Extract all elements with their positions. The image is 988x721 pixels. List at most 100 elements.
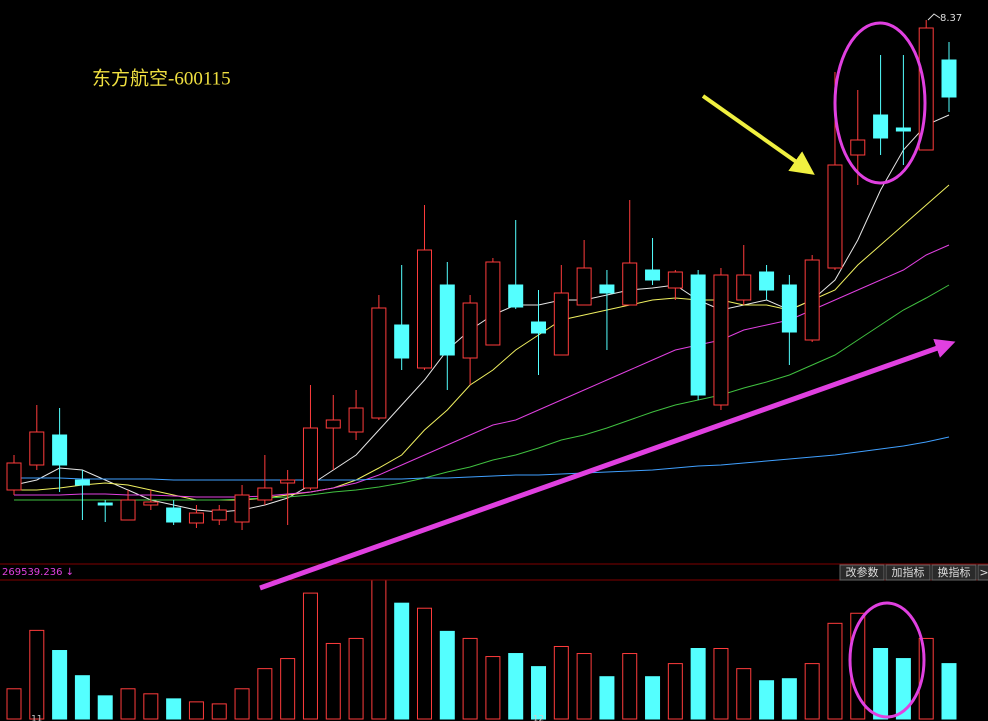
moving-average <box>14 436 950 481</box>
toolbar-button-label: 加指标 <box>892 565 925 579</box>
annotation-leader <box>927 13 941 21</box>
candle-body <box>6 462 22 491</box>
candle-body <box>622 262 638 306</box>
volume-bar <box>941 663 957 720</box>
candle-body <box>325 419 341 429</box>
candle-body <box>280 479 296 484</box>
toolbar-button-label: 换指标 <box>938 565 971 579</box>
volume-bar <box>827 622 843 720</box>
candle-body <box>257 487 273 501</box>
volume-bar <box>302 592 318 720</box>
toolbar-button-label: 改参数 <box>846 565 879 579</box>
candle-body <box>416 249 432 369</box>
toolbar: 改参数 加指标 换指标 > <box>839 564 988 581</box>
volume-bar <box>188 701 204 720</box>
candle-body <box>895 127 911 132</box>
candle-body <box>166 507 182 523</box>
volume-bar <box>713 648 729 720</box>
candle-body <box>302 427 318 489</box>
volume-bar <box>439 630 455 720</box>
candle-body <box>485 261 501 346</box>
volume-panel: 11 12 <box>6 579 957 721</box>
volume-label: 269539.236 ↓ <box>2 567 74 578</box>
volume-bar <box>804 663 820 720</box>
candle-body <box>29 431 45 466</box>
candle-body <box>850 139 866 156</box>
volume-bar <box>29 629 45 720</box>
volume-bar <box>667 663 683 720</box>
volume-bar <box>690 648 706 720</box>
volume-bar <box>280 658 296 720</box>
volume-bar <box>759 680 775 720</box>
candle-body <box>143 501 159 506</box>
candle-body <box>74 479 90 486</box>
volume-bar <box>211 703 227 720</box>
candle-body <box>462 302 478 359</box>
volume-bar <box>234 688 250 720</box>
candle-body <box>553 292 569 356</box>
volume-bar <box>74 675 90 720</box>
candle-body <box>97 502 113 506</box>
chart-title: 东方航空-600115 <box>92 67 231 89</box>
candle-body <box>234 494 250 523</box>
candle-body <box>211 509 227 521</box>
toolbar-button[interactable] <box>977 564 988 581</box>
volume-bar <box>120 688 136 720</box>
volume-bar <box>6 688 22 720</box>
x-tick-label: 11 <box>31 715 42 721</box>
toolbar-button[interactable] <box>839 564 885 581</box>
candle-body <box>439 284 455 356</box>
volume-bar <box>97 695 113 720</box>
volume-bar <box>599 676 615 720</box>
candle-body <box>873 114 889 139</box>
toolbar-button-label: > <box>979 566 988 579</box>
volume-bar <box>553 645 569 720</box>
candle-body <box>781 284 797 333</box>
trend-arrow <box>259 338 956 591</box>
candle-body <box>576 267 592 306</box>
volume-bar <box>416 607 432 720</box>
volume-bar <box>371 579 387 720</box>
volume-bar <box>645 676 661 720</box>
candle-body <box>736 274 752 301</box>
volume-bar <box>485 656 501 720</box>
yellow-arrow <box>701 94 815 175</box>
moving-average <box>14 284 950 501</box>
volume-bar <box>462 637 478 720</box>
high-annotation: 8.37 <box>940 13 962 24</box>
volume-bar <box>895 658 911 720</box>
volume-bar <box>52 650 68 720</box>
toolbar-button[interactable] <box>885 564 931 581</box>
toolbar-button[interactable] <box>931 564 977 581</box>
highlight-ellipse <box>833 21 927 185</box>
highlight-ellipse <box>848 601 926 719</box>
candle-body <box>508 284 524 308</box>
volume-bar <box>873 648 889 720</box>
volume-bar <box>622 653 638 720</box>
candle-body <box>371 307 387 419</box>
x-tick-label: 12 <box>533 715 544 721</box>
candle-body <box>348 407 364 433</box>
candle-body <box>690 274 706 396</box>
candle-body <box>645 269 661 281</box>
volume-bar <box>781 678 797 720</box>
candle-body <box>394 324 410 359</box>
candle-body <box>759 271 775 291</box>
candle-body <box>52 434 68 466</box>
candle-body <box>531 321 547 334</box>
volume-bar <box>394 602 410 720</box>
candle-body <box>827 164 843 269</box>
candle-body <box>667 271 683 289</box>
candle-body <box>120 499 136 521</box>
volume-bar <box>325 642 341 720</box>
candle-body <box>804 259 820 341</box>
candle-body <box>941 59 957 98</box>
candle-body <box>188 512 204 524</box>
volume-bar <box>257 668 273 720</box>
volume-bar <box>143 693 159 720</box>
volume-bar <box>348 637 364 720</box>
volume-bar <box>166 698 182 720</box>
